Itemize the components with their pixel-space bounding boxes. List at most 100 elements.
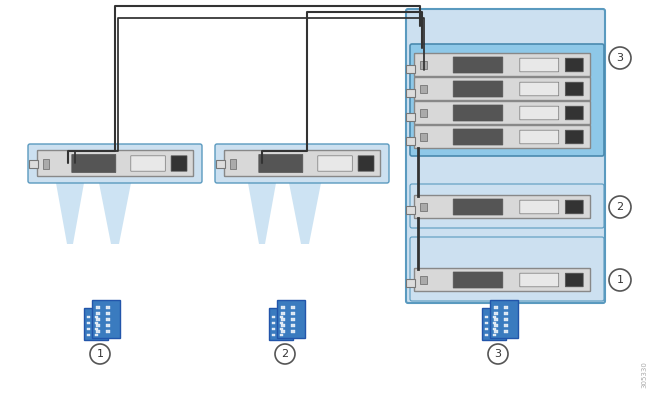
Bar xyxy=(406,206,415,214)
Bar xyxy=(291,312,295,315)
Bar xyxy=(216,160,225,168)
FancyBboxPatch shape xyxy=(277,300,305,338)
FancyBboxPatch shape xyxy=(520,82,559,96)
FancyBboxPatch shape xyxy=(410,184,604,228)
Text: 2: 2 xyxy=(281,349,289,359)
FancyBboxPatch shape xyxy=(415,78,590,101)
FancyBboxPatch shape xyxy=(566,200,583,214)
FancyBboxPatch shape xyxy=(453,199,503,215)
FancyBboxPatch shape xyxy=(224,150,380,177)
Bar xyxy=(281,318,285,321)
Bar xyxy=(96,312,100,315)
FancyBboxPatch shape xyxy=(482,308,506,340)
Text: 3: 3 xyxy=(495,349,502,359)
Bar xyxy=(485,322,488,324)
Bar xyxy=(485,316,488,318)
Bar xyxy=(291,330,295,333)
Bar xyxy=(87,316,90,318)
Bar xyxy=(281,330,285,333)
FancyBboxPatch shape xyxy=(566,106,583,120)
Polygon shape xyxy=(289,183,321,244)
Polygon shape xyxy=(56,183,84,244)
FancyBboxPatch shape xyxy=(131,156,165,171)
Bar xyxy=(272,322,275,324)
Bar xyxy=(281,324,285,327)
Bar xyxy=(406,65,415,73)
FancyBboxPatch shape xyxy=(358,156,374,171)
Bar xyxy=(504,318,508,321)
Text: 1: 1 xyxy=(96,349,103,359)
Bar xyxy=(106,318,110,321)
FancyBboxPatch shape xyxy=(269,308,293,340)
Bar xyxy=(280,333,283,336)
Bar xyxy=(421,85,427,93)
Bar xyxy=(504,306,508,309)
Bar xyxy=(96,324,100,327)
FancyBboxPatch shape xyxy=(410,44,604,156)
FancyBboxPatch shape xyxy=(566,58,583,72)
Bar xyxy=(504,324,508,327)
FancyBboxPatch shape xyxy=(415,101,590,124)
Bar xyxy=(87,333,90,336)
Bar xyxy=(291,318,295,321)
Bar xyxy=(494,330,498,333)
Bar xyxy=(280,327,283,330)
FancyBboxPatch shape xyxy=(415,126,590,148)
FancyBboxPatch shape xyxy=(520,200,559,214)
FancyBboxPatch shape xyxy=(259,154,303,173)
FancyBboxPatch shape xyxy=(171,156,187,171)
Bar xyxy=(504,312,508,315)
FancyBboxPatch shape xyxy=(453,81,503,97)
Polygon shape xyxy=(490,246,530,301)
Bar xyxy=(291,324,295,327)
Bar xyxy=(106,330,110,333)
FancyBboxPatch shape xyxy=(415,53,590,76)
FancyBboxPatch shape xyxy=(453,105,503,121)
Bar xyxy=(485,333,488,336)
Circle shape xyxy=(488,344,508,364)
Bar xyxy=(95,333,98,336)
FancyBboxPatch shape xyxy=(72,154,116,173)
Bar xyxy=(29,160,38,168)
Circle shape xyxy=(609,269,631,291)
Bar xyxy=(229,158,236,169)
Bar xyxy=(421,61,427,69)
Bar xyxy=(421,133,427,141)
Bar xyxy=(421,203,427,211)
Bar xyxy=(43,158,49,169)
Bar xyxy=(406,113,415,121)
Bar xyxy=(406,89,415,97)
FancyBboxPatch shape xyxy=(406,9,605,303)
Bar xyxy=(494,318,498,321)
Bar xyxy=(280,322,283,324)
FancyBboxPatch shape xyxy=(453,57,503,73)
FancyBboxPatch shape xyxy=(410,237,604,301)
Bar xyxy=(493,327,496,330)
FancyBboxPatch shape xyxy=(453,272,503,288)
FancyBboxPatch shape xyxy=(566,273,583,287)
Bar xyxy=(96,318,100,321)
Bar xyxy=(281,312,285,315)
Bar xyxy=(421,109,427,117)
FancyBboxPatch shape xyxy=(84,308,108,340)
Bar xyxy=(106,306,110,309)
Bar xyxy=(494,324,498,327)
FancyBboxPatch shape xyxy=(415,268,590,291)
Bar xyxy=(493,316,496,318)
Bar xyxy=(494,312,498,315)
FancyBboxPatch shape xyxy=(520,58,559,72)
Text: 3: 3 xyxy=(616,53,623,63)
Bar xyxy=(95,322,98,324)
Bar xyxy=(87,322,90,324)
FancyBboxPatch shape xyxy=(92,300,120,338)
Bar xyxy=(87,327,90,330)
Text: 2: 2 xyxy=(616,202,623,212)
FancyBboxPatch shape xyxy=(520,273,559,287)
Bar xyxy=(106,324,110,327)
Circle shape xyxy=(609,196,631,218)
FancyBboxPatch shape xyxy=(38,150,194,177)
Circle shape xyxy=(90,344,110,364)
Bar xyxy=(485,327,488,330)
FancyBboxPatch shape xyxy=(566,130,583,144)
Bar xyxy=(406,137,415,145)
